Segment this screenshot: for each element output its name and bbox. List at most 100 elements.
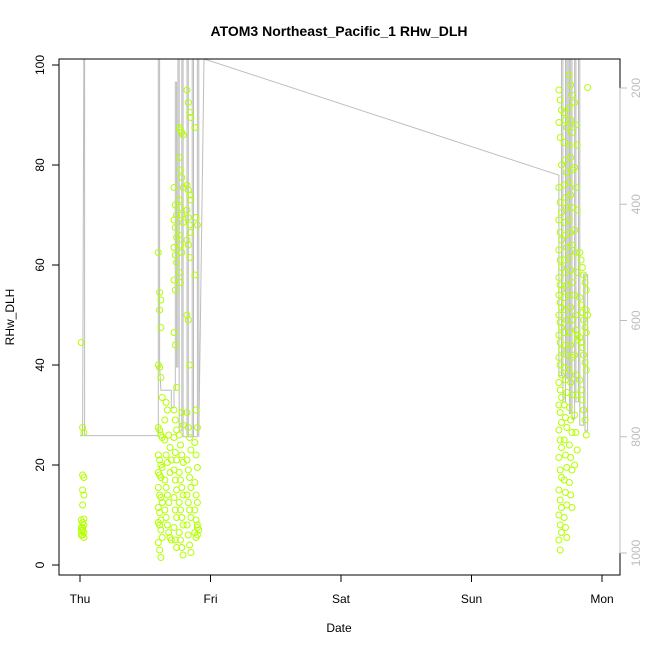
data-point [571,226,579,234]
data-point [565,366,573,374]
data-point [156,364,164,371]
data-point [77,339,85,346]
data-point [177,279,184,286]
data-point [178,451,186,459]
data-point [584,311,592,319]
data-point [177,166,184,174]
data-point [573,391,581,399]
data-point [186,109,194,116]
data-point [567,491,575,499]
data-point [157,494,165,501]
data-point [581,416,589,424]
data-point [171,224,179,231]
data-point [178,514,186,521]
data-point [156,426,164,434]
data-point [558,236,565,244]
data-point [170,329,178,336]
data-point [187,549,195,556]
data-point [187,114,195,121]
x-tick-label: Sat [332,592,351,606]
data-point [179,491,187,499]
data-point [156,521,164,529]
data-point [183,236,191,244]
data-point [178,484,186,491]
data-point [77,527,85,535]
data-point [555,426,563,434]
data-point [556,199,564,206]
data-point [156,456,164,464]
data-point [571,461,579,469]
data-point [171,536,179,544]
data-point [184,214,192,221]
data-point [187,446,195,454]
data-point [558,371,565,379]
data-point [572,249,580,256]
data-point [565,291,573,299]
plot-area [77,59,592,561]
data-point [186,361,194,369]
chart-title: ATOM3 Northeast_Pacific_1 RHw_DLH [211,23,468,39]
data-point [558,161,565,169]
data-point [175,154,183,161]
y2-tick-label: 600 [629,310,643,330]
x-tick-label: Sun [461,592,482,606]
data-point [573,141,581,149]
data-point [171,476,179,484]
data-point [567,341,575,349]
data-point [167,456,175,464]
data-point [560,436,568,444]
data-point [80,515,88,523]
data-point [186,434,194,441]
data-point [170,184,178,191]
data-point [186,254,194,261]
data-point [193,221,201,229]
data-point [568,429,576,436]
data-point [568,391,576,399]
data-point [565,141,573,149]
data-point [560,109,568,116]
data-point [178,544,186,551]
data-point [173,259,181,266]
data-point [581,359,589,366]
y-tick-label: 100 [33,55,47,75]
data-point [192,491,200,499]
data-point [161,416,169,424]
data-point [183,491,191,499]
data-point [154,539,162,546]
data-point [191,124,199,131]
data-point [573,269,581,276]
data-point [193,499,201,506]
data-point [186,541,194,549]
data-point [167,536,175,544]
data-point [555,274,563,281]
data-point [162,399,170,406]
data-point [567,81,575,89]
data-point [154,484,162,491]
data-point [80,491,88,499]
data-point [171,286,179,294]
data-point [555,119,563,126]
data-point [158,534,166,541]
data-point [154,451,162,459]
x-axis-title: Date [326,621,352,635]
data-point [555,401,563,409]
data-point [558,264,565,271]
data-point [582,286,590,294]
data-point [177,241,184,249]
data-point [568,91,576,99]
data-point [193,424,201,431]
data-point [184,241,192,249]
data-point [584,84,592,91]
data-point [183,311,191,319]
data-point [183,456,191,464]
data-point [565,479,573,486]
data-point [576,376,584,384]
data-point [556,299,564,306]
data-point [192,214,200,221]
data-point [555,246,563,254]
data-point [565,254,573,261]
data-point [565,71,573,79]
data-point [170,244,178,251]
data-point [179,131,187,139]
data-point [157,554,165,561]
